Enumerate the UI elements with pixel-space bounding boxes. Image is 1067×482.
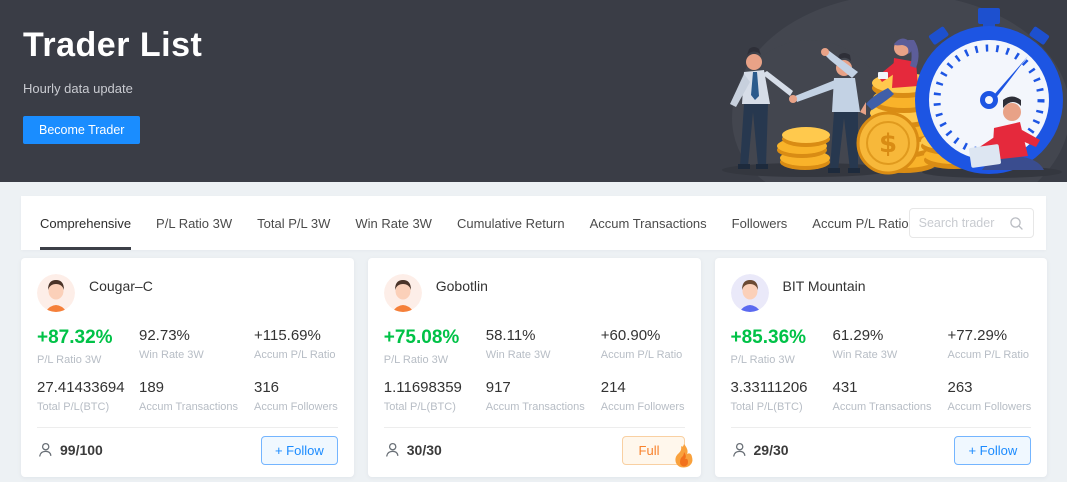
accum-pl-ratio-label: Accum P/L Ratio (254, 349, 336, 361)
svg-text:$: $ (879, 129, 897, 159)
total-pl-label: Total P/L(BTC) (383, 401, 456, 413)
accum-pl-ratio-value: +77.29% (947, 327, 1008, 344)
tab-pl-ratio-3w[interactable]: P/L Ratio 3W (156, 215, 233, 231)
trader-name: Cougar–C (89, 278, 153, 294)
hero-illustration: $ (722, 0, 1067, 182)
page-title: Trader List (23, 26, 203, 64)
capacity-count: 29/30 (753, 442, 789, 458)
total-pl-value: 27.41433694 (37, 379, 125, 396)
total-pl-label: Total P/L(BTC) (37, 401, 110, 413)
trader-card: BIT Mountain +85.36% P/L Ratio 3W 61.29% W… (714, 258, 1048, 477)
accum-pl-ratio-value: +60.90% (600, 327, 661, 344)
coin-stack-small (777, 127, 830, 170)
pl-ratio-value: +87.32% (37, 327, 113, 348)
tab-accum-pl-ratio[interactable]: Accum P/L Ratio (812, 215, 909, 231)
accum-pl-ratio-label: Accum P/L Ratio (600, 349, 683, 361)
full-button-label: Full (638, 442, 660, 458)
total-pl-value: 1.11698359 (383, 379, 462, 396)
person-icon (39, 442, 52, 457)
pl-ratio-label: P/L Ratio 3W (383, 354, 449, 366)
person-icon (385, 442, 399, 457)
accum-followers-value: 214 (600, 379, 626, 396)
capacity-count: 30/30 (406, 442, 442, 458)
win-rate-label: Win Rate 3W (832, 349, 898, 361)
copier-capacity: 29/30 (731, 442, 789, 458)
avatar (730, 274, 769, 312)
win-rate-value: 61.29% (832, 327, 884, 344)
trader-card: Gobotlin +75.08% P/L Ratio 3W 58.11% Win R… (367, 258, 701, 477)
avatar (383, 274, 422, 312)
win-rate-label: Win Rate 3W (139, 349, 204, 361)
copier-capacity: 99/100 (37, 442, 103, 458)
accum-transactions-label: Accum Transactions (485, 401, 585, 413)
woman-on-coins (860, 38, 919, 115)
tab-cumulative-return[interactable]: Cumulative Return (456, 215, 565, 231)
win-rate-value: 58.11% (485, 327, 536, 344)
tab-accum-transactions[interactable]: Accum Transactions (589, 215, 707, 231)
pl-ratio-value: +85.36% (730, 327, 807, 348)
accum-followers-label: Accum Followers (947, 401, 1032, 413)
search-box[interactable] (908, 208, 1034, 238)
man-with-laptop (969, 96, 1044, 170)
trader-card: Cougar–C +87.32% P/L Ratio 3W 92.73% Win R… (21, 258, 354, 477)
tab-followers[interactable]: Followers (731, 215, 788, 231)
copier-capacity: 30/30 (384, 442, 442, 458)
avatar (37, 274, 75, 312)
accum-pl-ratio-label: Accum P/L Ratio (947, 349, 1030, 361)
total-pl-value: 3.33111206 (730, 379, 808, 396)
trader-name: Gobotlin (435, 278, 488, 294)
accum-transactions-label: Accum Transactions (139, 401, 239, 413)
follow-button[interactable]: + Follow (954, 435, 1032, 465)
tab-bar: Comprehensive P/L Ratio 3W Total P/L 3W … (21, 196, 1046, 250)
win-rate-value: 92.73% (139, 327, 190, 344)
become-trader-button[interactable]: Become Trader (23, 116, 141, 144)
accum-transactions-value: 189 (139, 379, 165, 396)
tab-win-rate-3w[interactable]: Win Rate 3W (355, 215, 432, 231)
search-icon (1009, 216, 1023, 230)
accum-followers-value: 316 (254, 379, 280, 396)
total-pl-label: Total P/L(BTC) (730, 401, 803, 413)
page-subtitle: Hourly data update (23, 81, 133, 96)
tab-total-pl-3w[interactable]: Total P/L 3W (257, 215, 331, 231)
tab-comprehensive[interactable]: Comprehensive (40, 196, 132, 250)
businessman-right (789, 48, 860, 173)
accum-transactions-label: Accum Transactions (832, 401, 932, 413)
trader-name: BIT Mountain (782, 278, 866, 294)
capacity-count: 99/100 (60, 442, 103, 458)
trader-card-list: Cougar–C +87.32% P/L Ratio 3W 92.73% Win R… (21, 258, 1048, 477)
hero-header: Trader List Hourly data update Become Tr… (0, 0, 1067, 182)
businessman-left (730, 47, 793, 169)
flame-icon (674, 443, 692, 467)
accum-followers-label: Accum Followers (254, 401, 338, 413)
full-button[interactable]: Full (621, 435, 692, 467)
accum-pl-ratio-value: +115.69% (254, 327, 321, 344)
win-rate-label: Win Rate 3W (485, 349, 551, 361)
pl-ratio-label: P/L Ratio 3W (37, 354, 102, 366)
pl-ratio-label: P/L Ratio 3W (730, 354, 795, 366)
accum-followers-label: Accum Followers (600, 401, 685, 413)
pl-ratio-value: +75.08% (383, 327, 460, 348)
accum-transactions-value: 917 (485, 379, 511, 396)
accum-transactions-value: 431 (832, 379, 858, 396)
search-input[interactable] (918, 216, 1009, 230)
accum-followers-value: 263 (947, 379, 973, 396)
person-icon (732, 442, 745, 457)
follow-button[interactable]: + Follow (260, 435, 338, 465)
